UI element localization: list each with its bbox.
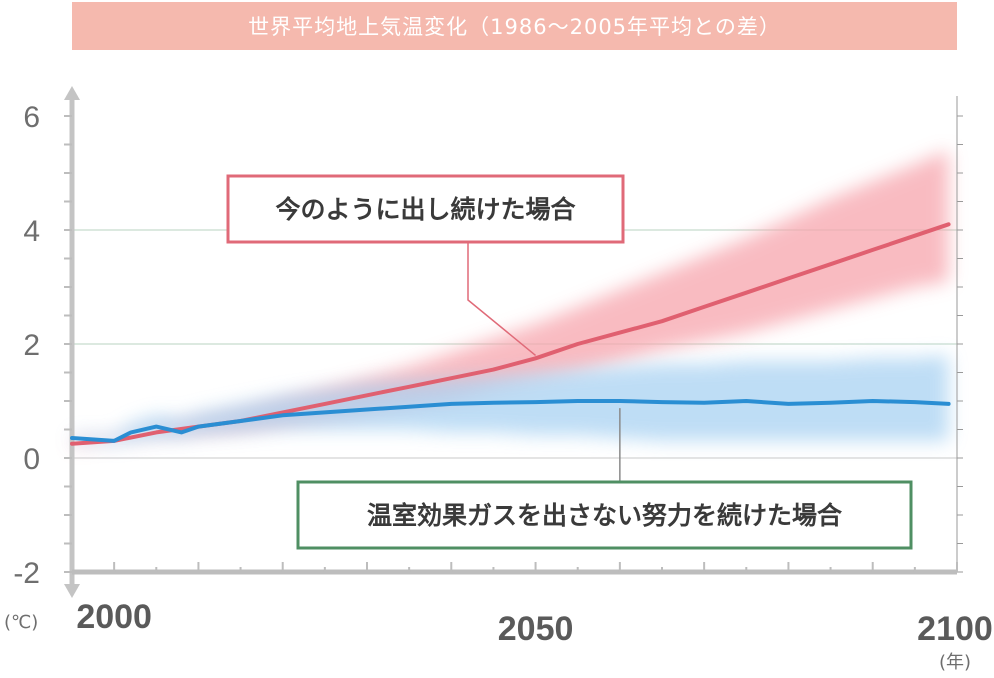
- uncertainty-bands: [72, 150, 949, 447]
- y-unit-label: (℃): [4, 612, 38, 633]
- chart-title: 世界平均地上気温変化（1986～2005年平均との差）: [72, 2, 957, 50]
- annotation-box-2: [296, 480, 913, 550]
- y-tick-label: 2: [23, 329, 40, 362]
- y-tick-label: 4: [23, 215, 40, 248]
- y-tick-label: 0: [23, 443, 40, 476]
- annotation-label-1: 今のように出し続けた場合: [275, 195, 576, 224]
- series-lines: [70, 222, 951, 446]
- y-axis-arrow-down: [64, 584, 80, 598]
- annotation-label-2: 温室効果ガスを出さない努力を続けた場合: [367, 501, 843, 530]
- annotation-box-1: [226, 174, 625, 244]
- band-series-1: [72, 150, 949, 447]
- tick-labels: -2 0 2 4 6 (℃) 2000 2050 2100 (年): [4, 101, 993, 673]
- x-tick-label: 2050: [498, 610, 574, 648]
- annotation-leader-1: [467, 242, 537, 356]
- x-tick-label: 2100: [917, 610, 993, 648]
- y-tick-label: -2: [13, 557, 40, 590]
- band-series-2: [72, 355, 949, 444]
- series-line-2: [70, 399, 951, 443]
- x-tick-label: 2000: [76, 598, 152, 636]
- y-axis-arrow-up: [64, 86, 80, 100]
- axes: [64, 86, 963, 598]
- y-tick-label: 6: [23, 101, 40, 134]
- x-unit-label: (年): [939, 652, 971, 673]
